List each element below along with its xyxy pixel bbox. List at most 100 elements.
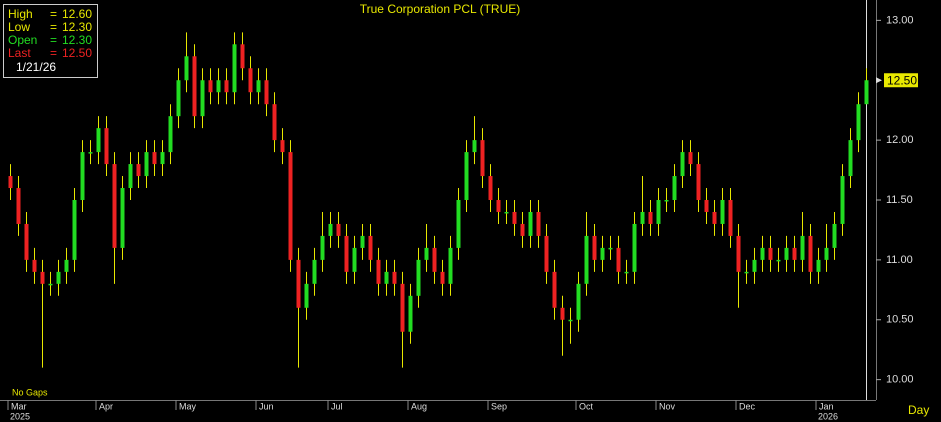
candle-body [72, 200, 77, 260]
candle-body [144, 152, 149, 177]
candle-body [840, 176, 845, 224]
info-date: 1/21/26 [16, 60, 56, 74]
candle-body [304, 283, 309, 308]
candle-body [56, 271, 61, 284]
candle-body [192, 56, 197, 117]
candle-body [352, 247, 357, 272]
y-tick-label: 13.00 [886, 14, 914, 26]
candle-body [672, 176, 677, 200]
info-value: 12.60 [62, 7, 92, 21]
candle-body [752, 259, 757, 272]
candle-body [16, 188, 21, 224]
info-sign: = [50, 46, 57, 60]
candle-body [528, 211, 533, 236]
candle-body [600, 247, 605, 260]
candle-body [64, 259, 69, 272]
candle-body [136, 164, 141, 177]
last-price-arrow [876, 77, 882, 84]
info-name: Low [8, 20, 30, 34]
info-value: 12.50 [62, 46, 92, 60]
candle-body [536, 211, 541, 236]
period-label: Day [908, 403, 929, 417]
y-tick-label: 11.50 [886, 194, 913, 206]
x-tick-label: May [179, 401, 197, 411]
candle-body [424, 247, 429, 260]
info-name: Open [8, 33, 37, 47]
candle-body [240, 44, 245, 69]
candle-body [360, 235, 365, 248]
gaps-note: No Gaps [12, 387, 48, 397]
candle-body [384, 271, 389, 284]
candle-body [800, 235, 805, 260]
candle-body [96, 128, 101, 153]
candle-body [176, 80, 181, 117]
candle-body [152, 152, 157, 165]
candle-body [104, 128, 109, 165]
info-sign: = [50, 7, 57, 21]
candle-body [736, 235, 741, 272]
candle-body [184, 56, 189, 81]
candle-body [776, 259, 781, 262]
candle-body [544, 235, 549, 272]
candle-body [832, 223, 837, 248]
candle-body [504, 211, 509, 214]
y-tick-label: 11.00 [886, 254, 913, 266]
x-tick-label: Jun [259, 401, 274, 411]
candle-body [408, 295, 413, 332]
candle-body [416, 259, 421, 296]
candle-body [560, 307, 565, 320]
candle-body [88, 152, 93, 154]
x-tick-label: Sep [491, 401, 507, 411]
candle-body [632, 223, 637, 272]
x-tick-label: Jul [331, 401, 343, 411]
candle-body [296, 259, 301, 308]
candle-body [264, 80, 269, 105]
candle-body [376, 259, 381, 284]
candle-body [200, 80, 205, 117]
candle-body [40, 271, 45, 284]
candle-body [432, 247, 437, 272]
candle-body [696, 164, 701, 200]
candle-body [400, 283, 405, 332]
candle-body [392, 271, 397, 284]
candle-body [584, 235, 589, 284]
candle-body [128, 164, 133, 189]
candle-body [320, 235, 325, 260]
info-name: High [8, 7, 33, 21]
candle-body [248, 68, 253, 93]
last-price-box [884, 73, 918, 88]
candle-body [448, 247, 453, 284]
candle-body [8, 176, 13, 189]
y-tick-label: 10.50 [886, 314, 914, 326]
candle-body [680, 152, 685, 177]
candle-body [512, 211, 517, 224]
y-tick-label: 10.00 [886, 374, 914, 386]
candle-body [496, 200, 501, 212]
info-value: 12.30 [62, 20, 92, 34]
candle-body [656, 200, 661, 224]
last-price-label: 12.50 [887, 73, 917, 87]
candle-body [864, 80, 869, 105]
candle-body [280, 140, 285, 153]
candle-body [648, 211, 653, 224]
candle-body [592, 235, 597, 260]
candle-body [224, 80, 229, 93]
candle-body [80, 152, 85, 200]
y-tick-label: 12.00 [886, 134, 914, 146]
candle-body [336, 223, 341, 236]
candle-body [712, 211, 717, 224]
candle-body [488, 176, 493, 200]
info-name: Last [8, 46, 31, 60]
x-year-label: 2025 [10, 411, 30, 421]
candle-body [720, 200, 725, 224]
candle-body [112, 164, 117, 248]
candle-body [216, 80, 221, 93]
candle-body [472, 140, 477, 153]
x-tick-label: Aug [411, 401, 427, 411]
candle-body [368, 235, 373, 260]
candle-body [856, 104, 861, 141]
candle-body [688, 152, 693, 165]
info-sign: = [50, 20, 57, 34]
